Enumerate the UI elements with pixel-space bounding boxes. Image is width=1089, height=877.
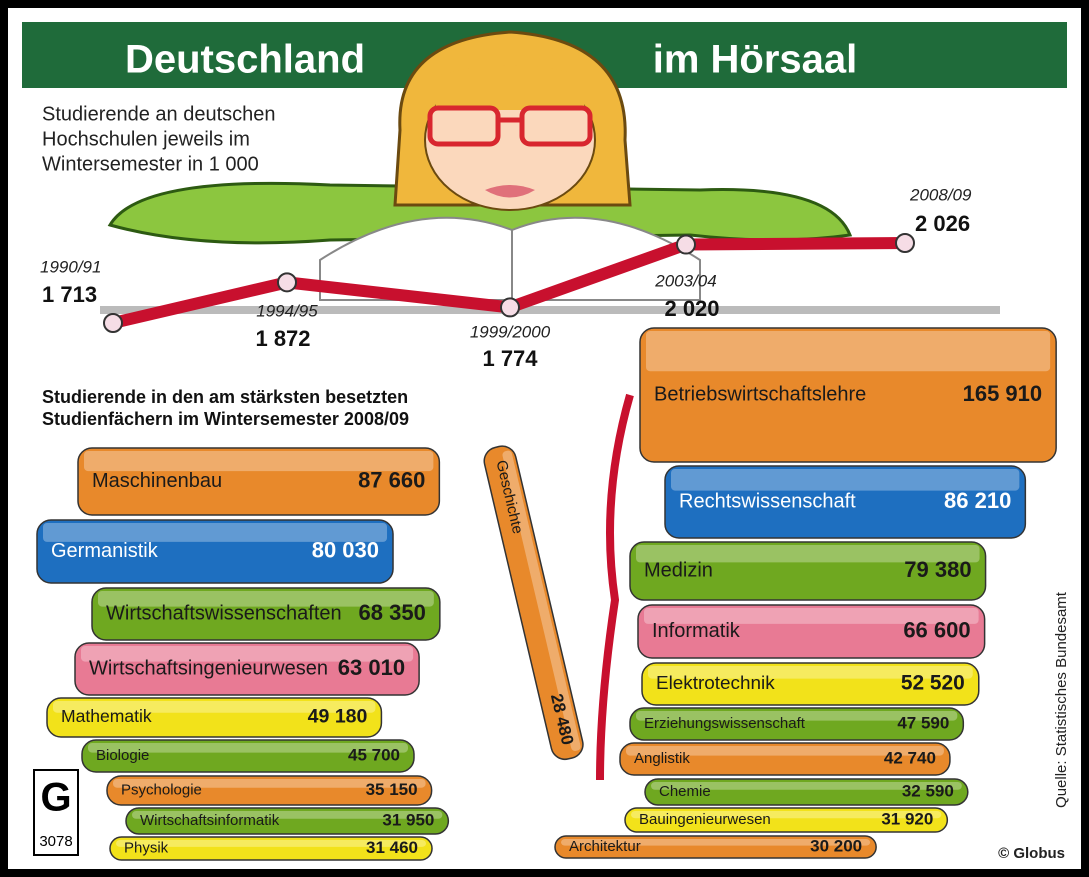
category-label: Erziehungswissenschaft xyxy=(644,715,806,732)
infographic: Deutschland im Hörsaal Quelle: Statistis… xyxy=(0,0,1089,877)
title-right: im Hörsaal xyxy=(653,38,858,82)
logo: G xyxy=(40,776,71,820)
value-label: 31 920 xyxy=(881,809,933,828)
category-label: Betriebswirtschaftslehre xyxy=(654,383,866,405)
page: {"header": {"title_left": "Deutschland",… xyxy=(0,0,1089,877)
value-label: 32 590 xyxy=(902,781,954,800)
value-label: 1 713 xyxy=(42,282,97,307)
x-label: 2008/09 xyxy=(909,185,972,204)
value-label: 66 600 xyxy=(903,617,970,642)
category-label: Medizin xyxy=(644,559,713,581)
value-label: 2 026 xyxy=(915,211,970,236)
category-label: Psychologie xyxy=(121,781,202,798)
value-label: 2 020 xyxy=(664,296,719,321)
point xyxy=(896,234,914,252)
value-label: 68 350 xyxy=(359,600,426,625)
chart-title: Studienfächern im Wintersemester 2008/09 xyxy=(42,409,409,429)
x-label: 1994/95 xyxy=(256,301,318,320)
subtitle: Studierende an deutschen xyxy=(42,103,276,125)
chart-title: Studierende in den am stärksten besetzte… xyxy=(42,387,408,407)
credit: © Globus xyxy=(998,845,1065,862)
value-label: 87 660 xyxy=(358,467,425,492)
value-label: 31 950 xyxy=(382,810,434,829)
category-label: Germanistik xyxy=(51,540,159,562)
point xyxy=(677,236,695,254)
book-shine xyxy=(646,331,1050,371)
value-label: 52 520 xyxy=(901,672,965,695)
category-label: Mathematik xyxy=(61,706,152,726)
subtitle: Hochschulen jeweils im xyxy=(42,128,250,150)
category-label: Elektrotechnik xyxy=(656,673,775,694)
value-label: 63 010 xyxy=(338,655,405,680)
value-label: 42 740 xyxy=(884,748,936,767)
category-label: Informatik xyxy=(652,620,741,642)
point xyxy=(501,298,519,316)
category-label: Wirtschaftsinformatik xyxy=(140,812,280,829)
category-label: Maschinenbau xyxy=(92,470,222,492)
title-left: Deutschland xyxy=(125,38,365,82)
value-label: 1 774 xyxy=(482,346,538,371)
value-label: 45 700 xyxy=(348,745,400,764)
category-label: Wirtschaftswissenschaften xyxy=(106,602,342,624)
value-label: 31 460 xyxy=(366,838,418,857)
category-label: Chemie xyxy=(659,783,711,800)
value-label: 49 180 xyxy=(308,706,368,728)
value-label: 79 380 xyxy=(904,557,971,582)
category-label: Biologie xyxy=(96,747,149,764)
value-label: 35 150 xyxy=(366,780,418,799)
value-label: 86 210 xyxy=(944,488,1011,513)
point xyxy=(278,273,296,291)
value-label: 47 590 xyxy=(897,713,949,732)
x-label: 1999/2000 xyxy=(470,322,551,341)
value-label: 80 030 xyxy=(312,537,379,562)
value-label: 1 872 xyxy=(255,326,310,351)
x-label: 1990/91 xyxy=(40,257,101,276)
value-label: 30 200 xyxy=(810,836,862,855)
subtitle: Wintersemester in 1 000 xyxy=(42,153,259,175)
value-label: 165 910 xyxy=(963,381,1043,406)
point xyxy=(104,314,122,332)
graphic-number: 3078 xyxy=(39,833,72,850)
category-label: Physik xyxy=(124,839,169,856)
category-label: Anglistik xyxy=(634,750,690,767)
source: Quelle: Statistisches Bundesamt xyxy=(1053,591,1070,808)
category-label: Architektur xyxy=(569,838,641,855)
category-label: Bauingenieurwesen xyxy=(639,811,771,828)
category-label: Rechtswissenschaft xyxy=(679,490,856,512)
x-label: 2003/04 xyxy=(654,271,716,290)
category-label: Wirtschaftsingenieurwesen xyxy=(89,657,328,679)
